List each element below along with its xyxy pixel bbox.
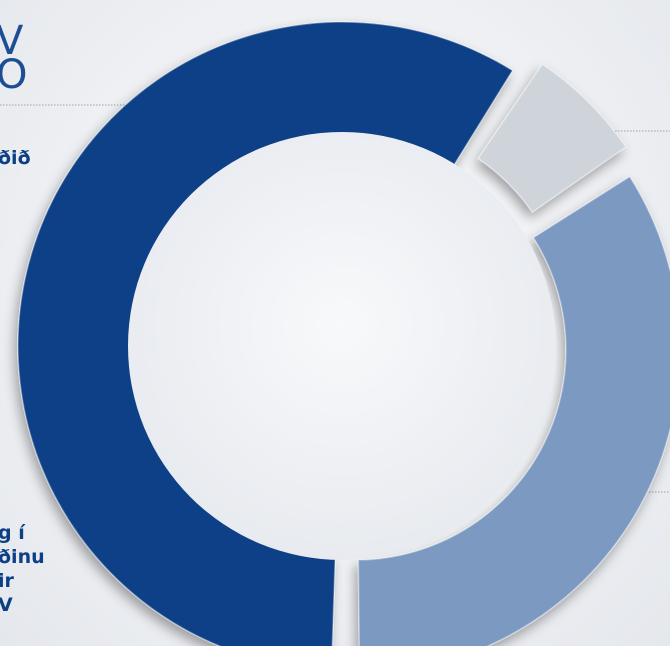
cropped-text-fragment: V — [0, 18, 24, 64]
pie-slice — [477, 63, 627, 214]
cropped-text-fragment: g í — [0, 522, 25, 544]
pie-slice — [357, 175, 670, 646]
cropped-text-fragment: ir — [0, 570, 14, 592]
cropped-text-fragment: V — [0, 594, 13, 616]
cropped-text-fragment: ðinu — [0, 546, 45, 568]
donut-hole — [128, 132, 556, 560]
cropped-text-fragment: O — [0, 52, 28, 98]
cropped-text-fragment: ðið — [0, 147, 31, 169]
